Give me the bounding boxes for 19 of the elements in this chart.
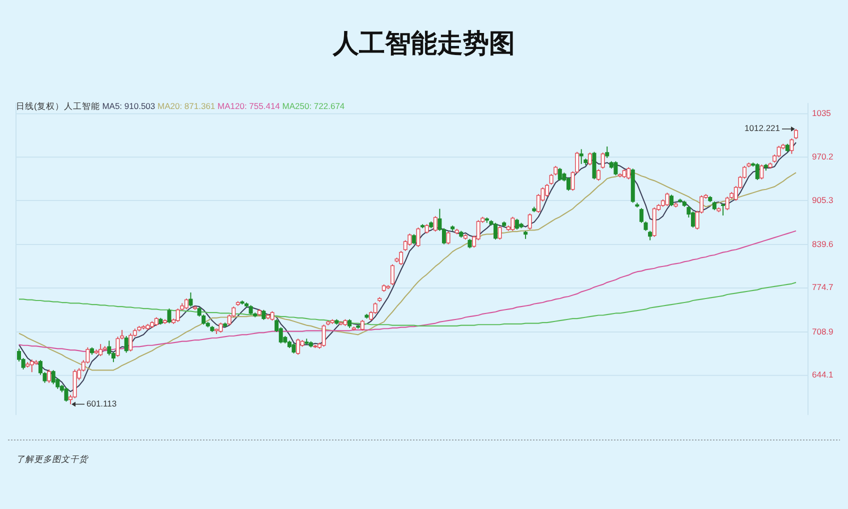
annotation: 601.113 bbox=[86, 398, 117, 408]
y-tick-label: 774.7 bbox=[812, 282, 834, 292]
chart-title: 人工智能走势图 bbox=[332, 28, 515, 58]
text: 了解更多图文干货 bbox=[16, 454, 89, 464]
y-tick-label: 644.1 bbox=[812, 370, 834, 380]
text: MA5: 910.503 bbox=[102, 101, 156, 112]
line-series bbox=[18, 172, 797, 371]
text: MA20: 871.361 bbox=[155, 101, 216, 112]
y-tick-label: 839.6 bbox=[812, 238, 834, 249]
y-tick-label: 970.2 bbox=[812, 151, 834, 162]
candlestick bbox=[579, 148, 584, 164]
text: MA120: 755.414 bbox=[215, 101, 280, 112]
y-tick-label: 905.3 bbox=[812, 194, 834, 205]
y-tick-label: 1035 bbox=[812, 108, 832, 118]
y-tick-label: 708.9 bbox=[812, 326, 834, 336]
legend-title: 日线(复权）人工智能 bbox=[16, 101, 102, 112]
line-series bbox=[18, 282, 797, 327]
annotation: 1012.221 bbox=[744, 123, 780, 134]
text: MA250: 722.674 bbox=[280, 101, 345, 112]
